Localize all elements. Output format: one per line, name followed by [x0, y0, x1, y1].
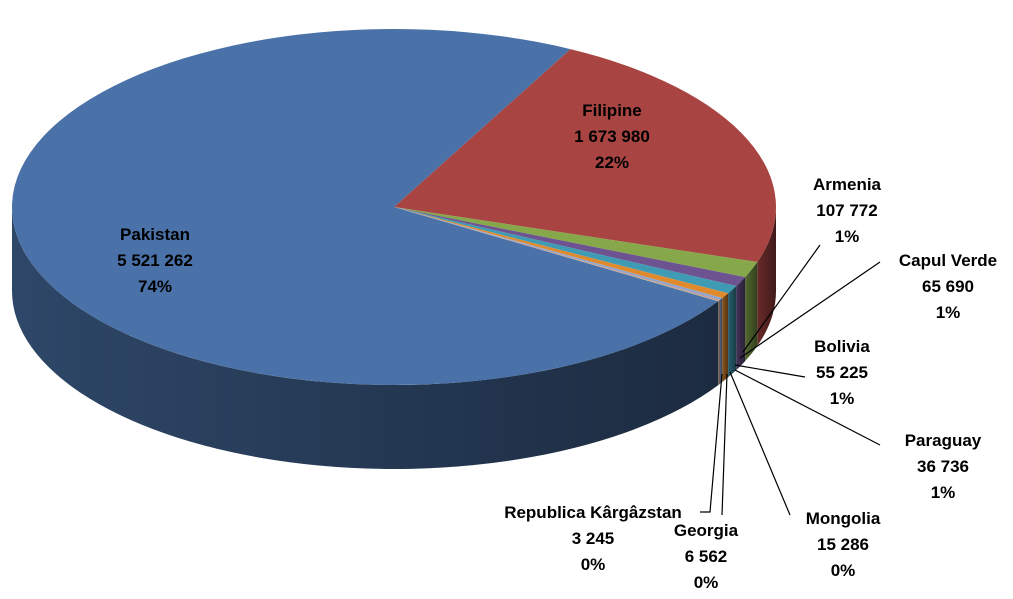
label-value: 65 690: [922, 277, 974, 296]
data-label-republica-kargazstan: Republica Kârgâzstan 3 245 0%: [504, 503, 682, 574]
label-value: 36 736: [917, 457, 969, 476]
data-labels: Pakistan 5 521 262 74% Filipine 1 673 980 22%…: [117, 101, 997, 592]
data-label-capul-verde: Capul Verde 65 690 1%: [899, 251, 997, 322]
leader-lines: [700, 244, 881, 516]
label-value: 3 245: [572, 529, 615, 548]
pie-slice-bolivia: [394, 207, 737, 294]
pie-side-capul-verde: [736, 277, 746, 370]
label-name: Paraguay: [905, 431, 982, 450]
label-percent: 1%: [830, 389, 855, 408]
leader-line-capul-verde: [739, 261, 881, 359]
label-percent: 0%: [694, 573, 719, 592]
label-name: Mongolia: [806, 509, 881, 528]
data-label-georgia: Georgia 6 562 0%: [674, 521, 739, 592]
pie-slice-paraguay: [394, 207, 729, 299]
pie-slice-georgia: [394, 207, 720, 301]
data-label-pakistan: Pakistan 5 521 262 74%: [117, 225, 193, 296]
label-name: Georgia: [674, 521, 739, 540]
label-percent: 1%: [835, 227, 860, 246]
pie-side-pakistan: [12, 207, 719, 469]
pie-slice-pakistan: [11, 28, 719, 385]
label-name: Capul Verde: [899, 251, 997, 270]
leader-line-republica-kargazstan: [700, 373, 723, 513]
label-value: 6 562: [685, 547, 728, 566]
leader-line-paraguay: [734, 369, 881, 446]
label-name: Bolivia: [814, 337, 870, 356]
label-percent: 22%: [595, 153, 629, 172]
label-name: Filipine: [582, 101, 642, 120]
pie-slice-capul-verde: [394, 207, 746, 286]
label-percent: 74%: [138, 277, 172, 296]
pie-slice-mongolia: [394, 207, 723, 301]
label-name: Republica Kârgâzstan: [504, 503, 682, 522]
leader-line-georgia: [721, 373, 728, 516]
data-label-filipine: Filipine 1 673 980 22%: [574, 101, 650, 172]
data-label-paraguay: Paraguay 36 736 1%: [905, 431, 982, 502]
label-value: 15 286: [817, 535, 869, 554]
label-value: 1 673 980: [574, 127, 650, 146]
label-percent: 1%: [931, 483, 956, 502]
pie-slice-republica-kargazstan: [394, 207, 719, 302]
label-value: 107 772: [816, 201, 877, 220]
label-percent: 1%: [936, 303, 961, 322]
pie-side-republica-kargazstan: [718, 300, 719, 386]
pie-side-paraguay: [722, 293, 729, 383]
data-label-bolivia: Bolivia 55 225 1%: [814, 337, 870, 408]
pie-side-bolivia: [728, 285, 737, 378]
label-percent: 0%: [831, 561, 856, 580]
data-label-mongolia: Mongolia 15 286 0%: [806, 509, 881, 580]
leader-line-bolivia: [734, 364, 806, 378]
pie-side-mongolia: [719, 298, 723, 385]
label-value: 5 521 262: [117, 251, 193, 270]
label-name: Armenia: [813, 175, 882, 194]
label-name: Pakistan: [120, 225, 190, 244]
pie-slice-armenia: [394, 207, 758, 278]
pie-side-georgia: [718, 300, 720, 385]
leader-line-mongolia: [729, 371, 791, 516]
pie-top-surfaces: [11, 28, 776, 385]
pie-side-filipine: [757, 207, 776, 347]
label-percent: 0%: [581, 555, 606, 574]
leader-line-armenia: [742, 244, 821, 353]
label-value: 55 225: [816, 363, 868, 382]
data-label-armenia: Armenia 107 772 1%: [813, 175, 882, 246]
pie-slice-filipine: [394, 49, 776, 263]
pie-side-walls: [12, 207, 776, 469]
